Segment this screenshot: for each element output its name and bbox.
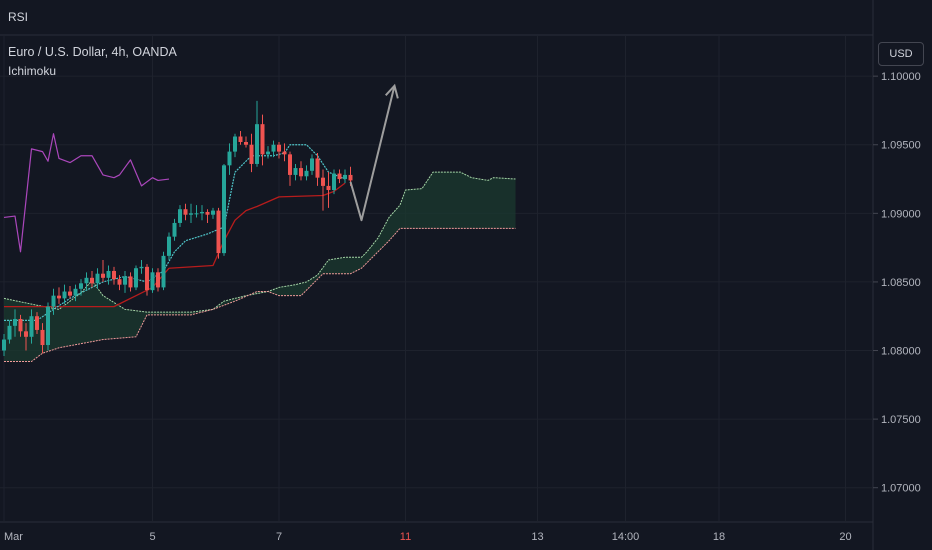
candle-body xyxy=(46,307,50,345)
candle-body xyxy=(96,274,100,284)
candle-body xyxy=(211,211,215,215)
x-tick-label: 5 xyxy=(149,531,155,543)
candle-body xyxy=(189,213,193,214)
candle-body xyxy=(68,292,72,296)
candle-body xyxy=(272,145,276,152)
candle-body xyxy=(178,209,182,223)
candle-body xyxy=(90,278,94,283)
candle-body xyxy=(85,278,89,283)
candle-body xyxy=(167,237,171,256)
x-tick-label: 20 xyxy=(839,531,851,543)
x-tick-label: 7 xyxy=(276,531,282,543)
x-tick-label: 13 xyxy=(531,531,543,543)
y-tick-label: 1.08500 xyxy=(881,277,921,289)
candle-body xyxy=(349,175,353,180)
x-tick-label: 18 xyxy=(713,531,725,543)
candle-body xyxy=(19,319,23,331)
candle-body xyxy=(244,142,248,145)
candle-body xyxy=(261,124,265,154)
candle-body xyxy=(123,276,127,284)
symbol-title[interactable]: Euro / U.S. Dollar, 4h, OANDA xyxy=(8,45,177,59)
candle-body xyxy=(200,212,204,213)
candle-body xyxy=(156,272,160,287)
candle-body xyxy=(195,213,199,214)
candle-body xyxy=(112,271,116,279)
x-tick-label: 11 xyxy=(400,531,411,543)
candle-body xyxy=(8,326,12,340)
candle-body xyxy=(63,292,67,299)
candle-body xyxy=(222,165,226,253)
candle-body xyxy=(162,256,166,288)
candle-body xyxy=(206,212,210,215)
candle-body xyxy=(338,174,342,179)
candle-body xyxy=(30,316,34,337)
candle-body xyxy=(140,267,144,268)
candle-body xyxy=(151,272,155,290)
y-tick-label: 1.07500 xyxy=(881,414,921,426)
candle-body xyxy=(327,186,331,190)
candle-body xyxy=(134,268,138,287)
candle-body xyxy=(299,168,303,176)
candle-body xyxy=(13,319,17,326)
candle-body xyxy=(294,168,298,175)
y-tick-label: 1.07000 xyxy=(881,483,921,495)
candle-body xyxy=(52,296,56,307)
candle-body xyxy=(107,271,111,278)
rsi-pane-label[interactable]: RSI xyxy=(8,10,28,24)
candle-body xyxy=(321,178,325,186)
y-tick-label: 1.09500 xyxy=(881,140,921,152)
candle-body xyxy=(101,274,105,278)
y-tick-label: 1.09000 xyxy=(881,208,921,220)
indicator-label[interactable]: Ichimoku xyxy=(8,64,56,78)
candle-body xyxy=(228,152,232,166)
candle-body xyxy=(283,152,287,155)
candle-body xyxy=(316,158,320,177)
candle-body xyxy=(74,289,78,296)
x-tick-label: Mar xyxy=(4,531,23,543)
candle-body xyxy=(217,211,221,254)
candle-body xyxy=(239,137,243,142)
y-tick-label: 1.08000 xyxy=(881,346,921,358)
candle-body xyxy=(332,174,336,190)
candle-body xyxy=(129,276,133,287)
candle-body xyxy=(41,330,45,345)
candle-body xyxy=(233,137,237,152)
candle-body xyxy=(184,209,188,214)
currency-button[interactable]: USD xyxy=(878,42,924,66)
candle-body xyxy=(288,154,292,175)
candle-body xyxy=(255,124,259,164)
candle-body xyxy=(173,223,177,237)
y-tick-label: 1.10000 xyxy=(881,71,921,83)
candle-body xyxy=(24,331,28,336)
candle-body xyxy=(79,283,83,288)
x-tick-label: 14:00 xyxy=(612,531,640,543)
candle-body xyxy=(343,175,347,179)
candle-body xyxy=(277,145,281,152)
candle-body xyxy=(57,296,61,299)
candle-body xyxy=(35,316,39,330)
candle-body xyxy=(310,158,314,170)
candle-body xyxy=(145,267,149,290)
candle-body xyxy=(266,152,270,155)
candle-body xyxy=(250,145,254,164)
candle-body xyxy=(305,171,309,176)
candle-body xyxy=(2,340,6,351)
candle-body xyxy=(118,279,122,284)
